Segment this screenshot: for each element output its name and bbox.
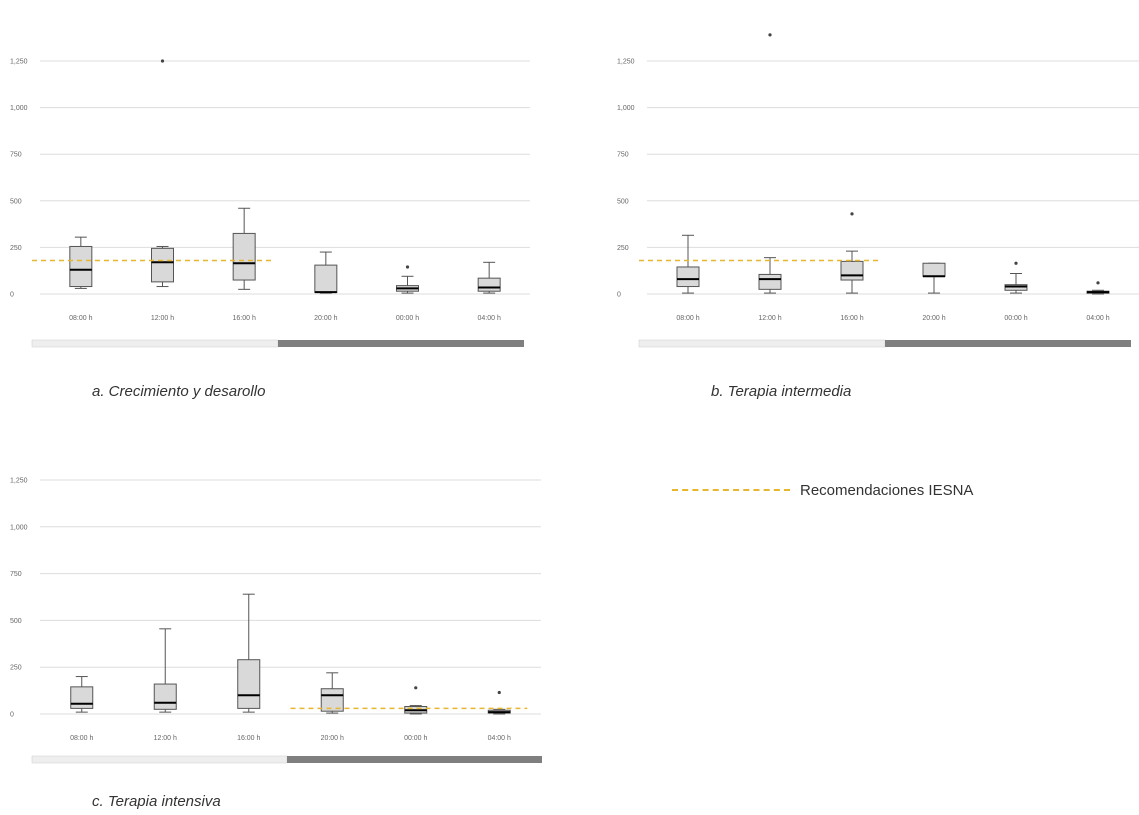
y-tick-label-c-3: 750 xyxy=(10,571,22,578)
y-tick-label-b-2: 500 xyxy=(617,198,629,205)
boxplot-chart-a: 0 250 500 750 1,000 1,250 08:00 h 12:00 h 16:00 … xyxy=(10,59,530,348)
day-bar-a xyxy=(31,339,279,348)
y-tick-label-a-2: 500 xyxy=(10,198,22,205)
x-tick-label-c-5: 04:00 h xyxy=(488,735,511,742)
y-tick-label-c-0: 0 xyxy=(10,712,14,719)
box-c-1 xyxy=(153,683,177,710)
y-tick-label-b-5: 1,250 xyxy=(617,59,635,66)
y-tick-label-c-1: 250 xyxy=(10,665,22,672)
box-b-3 xyxy=(922,262,946,277)
chart-panel-a: 0 250 500 750 1,000 1,250 08:00 h 12:00 h 16:00 … xyxy=(0,10,545,360)
legend-dashed-line xyxy=(672,489,790,491)
y-tick-label-b-0: 0 xyxy=(617,292,621,299)
day-bar-c xyxy=(31,755,288,764)
x-tick-label-b-2: 16:00 h xyxy=(840,315,863,322)
x-tick-label-a-5: 04:00 h xyxy=(477,315,500,322)
y-tick-label-a-4: 1,000 xyxy=(10,105,28,112)
chart-panel-c: 0 250 500 750 1,000 1,250 08:00 h 12:00 h 16:00 … xyxy=(0,432,555,782)
x-tick-label-c-0: 08:00 h xyxy=(70,735,93,742)
x-tick-label-c-2: 16:00 h xyxy=(237,735,260,742)
boxplot-chart-b: 0 250 500 750 1,000 1,250 08:00 h 12:00 h 16:00 … xyxy=(617,33,1139,348)
chart-caption-c: c. Terapia intensiva xyxy=(92,793,221,810)
outlier-b-2-0 xyxy=(850,212,854,216)
box-c-2 xyxy=(237,659,261,709)
legend: Recomendaciones IESNA xyxy=(672,478,973,502)
night-bar-a xyxy=(278,340,524,347)
legend-label: Recomendaciones IESNA xyxy=(800,481,974,499)
x-tick-label-a-3: 20:00 h xyxy=(314,315,337,322)
boxplot-chart-c: 0 250 500 750 1,000 1,250 08:00 h 12:00 h 16:00 … xyxy=(10,478,542,764)
box-b-1 xyxy=(758,273,782,290)
box-a-2 xyxy=(232,232,256,281)
box-a-5 xyxy=(477,277,501,292)
box-b-2 xyxy=(840,260,864,281)
outlier-c-5-0 xyxy=(497,690,501,695)
x-tick-label-b-4: 00:00 h xyxy=(1004,315,1027,322)
y-tick-label-b-4: 1,000 xyxy=(617,105,635,112)
y-tick-label-a-3: 750 xyxy=(10,152,22,159)
y-tick-label-b-1: 250 xyxy=(617,245,629,252)
outlier-a-1-0 xyxy=(160,59,165,63)
y-tick-label-b-3: 750 xyxy=(617,152,629,159)
x-tick-label-b-0: 08:00 h xyxy=(676,315,699,322)
x-tick-label-b-3: 20:00 h xyxy=(922,315,945,322)
x-tick-label-c-4: 00:00 h xyxy=(404,735,427,742)
box-a-3 xyxy=(314,264,338,294)
box-c-0 xyxy=(70,686,94,709)
y-tick-label-a-0: 0 xyxy=(10,292,14,299)
x-tick-label-a-4: 00:00 h xyxy=(396,315,419,322)
x-tick-label-a-2: 16:00 h xyxy=(232,315,255,322)
y-tick-label-a-5: 1,250 xyxy=(10,59,28,66)
box-a-1 xyxy=(151,247,174,283)
y-tick-label-c-2: 500 xyxy=(10,618,22,625)
x-tick-label-a-0: 08:00 h xyxy=(69,315,92,322)
x-tick-label-b-5: 04:00 h xyxy=(1086,315,1109,322)
day-bar-b xyxy=(638,339,886,348)
night-bar-c xyxy=(287,756,542,763)
outlier-b-5-0 xyxy=(1096,281,1100,285)
chart-panel-b: 0 250 500 750 1,000 1,250 08:00 h 12:00 h 16:00 … xyxy=(615,10,1139,360)
night-bar-b xyxy=(885,340,1131,347)
y-tick-label-c-5: 1,250 xyxy=(10,478,28,485)
chart-caption-b: b. Terapia intermedia xyxy=(711,383,852,400)
outlier-a-4-0 xyxy=(405,265,410,269)
box-a-0 xyxy=(69,245,93,288)
chart-caption-a: a. Crecimiento y desarollo xyxy=(92,383,266,400)
y-tick-label-a-1: 250 xyxy=(10,245,22,252)
x-tick-label-c-1: 12:00 h xyxy=(154,735,177,742)
x-tick-label-a-1: 12:00 h xyxy=(151,315,174,322)
box-b-0 xyxy=(676,266,700,288)
y-tick-label-c-4: 1,000 xyxy=(10,524,28,531)
x-tick-label-c-3: 20:00 h xyxy=(321,735,344,742)
outlier-c-4-0 xyxy=(414,686,418,690)
outlier-b-1-0 xyxy=(768,33,772,37)
outlier-b-4-0 xyxy=(1014,261,1018,265)
x-tick-label-b-1: 12:00 h xyxy=(758,315,781,322)
